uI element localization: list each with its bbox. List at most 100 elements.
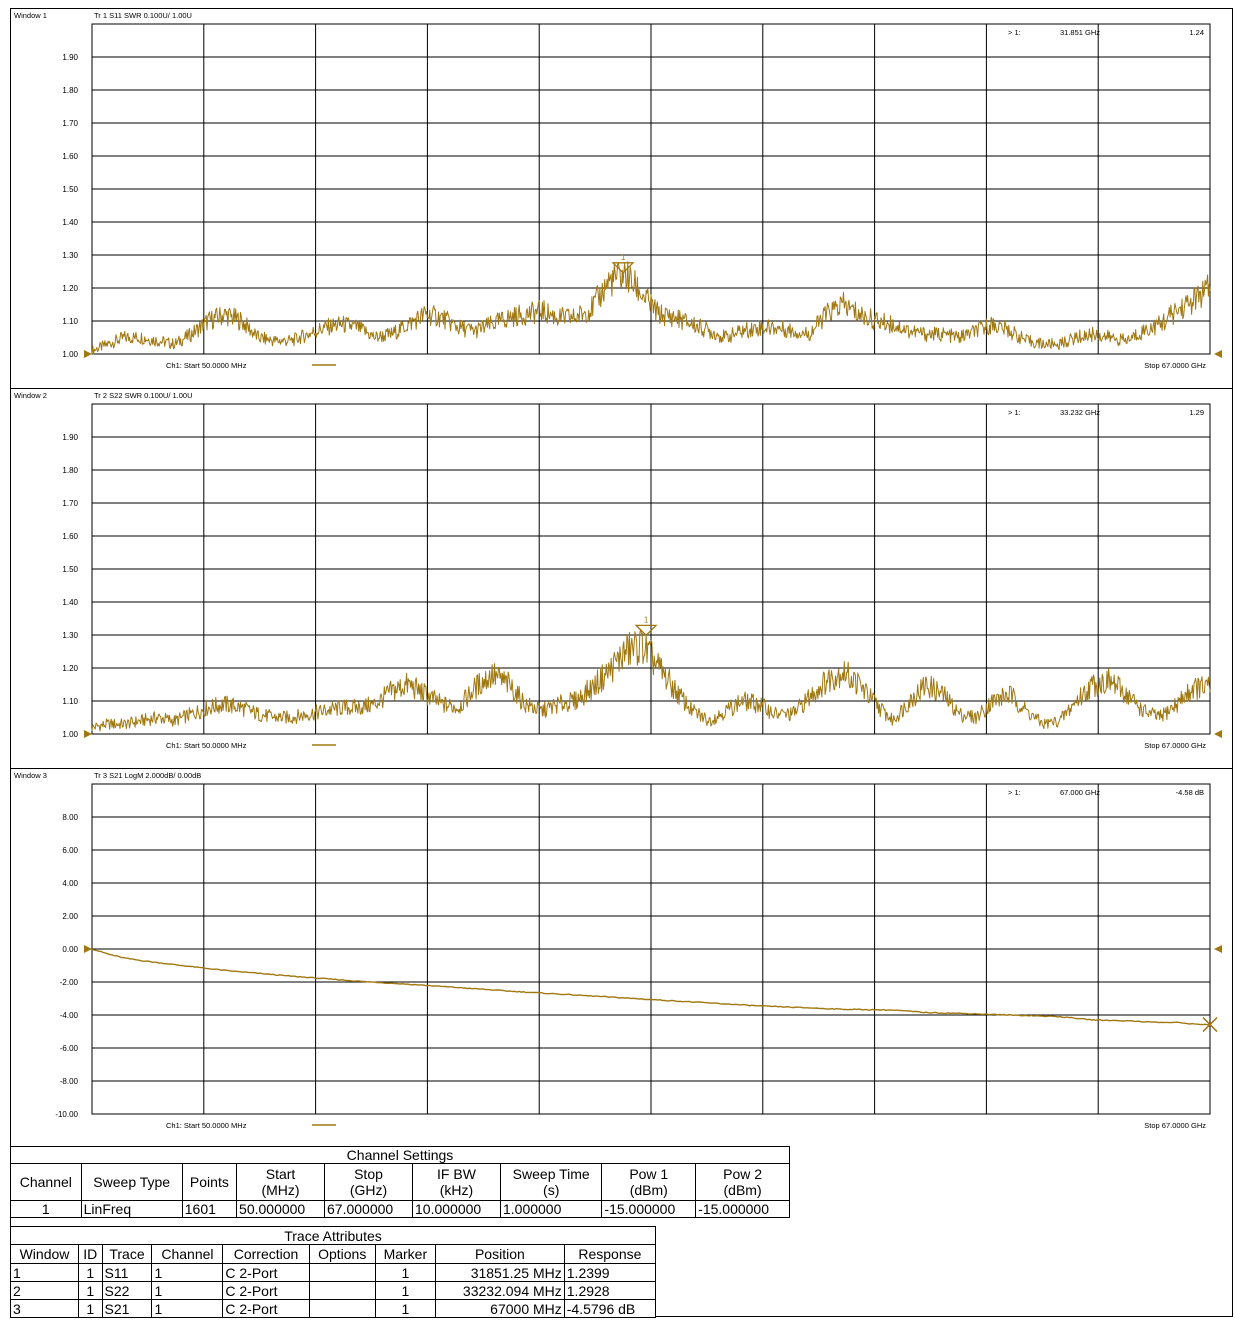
channel-settings-cell: 10.000000 [412, 1200, 501, 1218]
channel-settings-header: Start (MHz) [236, 1163, 326, 1201]
marker-readout-value: -4.58 dB [1176, 788, 1204, 797]
trace-attributes-cell: 1 [10, 1263, 79, 1282]
trace-attributes-cell: 1.2928 [563, 1281, 657, 1300]
channel-settings-header: Sweep Type [80, 1163, 183, 1201]
marker-number: 1 [644, 615, 649, 624]
window-label: Window 1 [14, 11, 47, 20]
stop-frequency-label: Stop 67.0000 GHz [1144, 741, 1206, 750]
reference-arrow-left [84, 945, 92, 953]
trace-attributes-header: Position [434, 1244, 565, 1264]
trace-attributes-header: Window [10, 1244, 79, 1264]
y-tick-label: 1.20 [62, 284, 78, 293]
y-tick-label: 1.80 [62, 466, 78, 475]
y-tick-label: 1.50 [62, 185, 78, 194]
y-tick-label: 1.60 [62, 532, 78, 541]
y-tick-label: 4.00 [62, 879, 78, 888]
plot-grid [91, 783, 1211, 1115]
channel-settings-header: Sweep Time (s) [499, 1163, 603, 1201]
trace-attributes-cell: S21 [101, 1299, 153, 1318]
reference-arrow-right [1214, 945, 1222, 953]
window-label: Window 2 [14, 391, 47, 400]
y-tick-label: 0.00 [62, 945, 78, 954]
y-tick-label: 1.30 [62, 631, 78, 640]
trace-attributes-header: ID [77, 1244, 103, 1264]
trace-attributes-cell: S22 [101, 1281, 153, 1300]
channel-settings-cell: 1 [10, 1200, 82, 1218]
channel-settings-header: IF BW (kHz) [412, 1163, 501, 1201]
chart-window-3: -10.00 -8.00 -6.00 -4.00 -2.00 0.00 2.00 4.00 6.… [10, 768, 1232, 1130]
marker-readout-symbol: > 1: [1008, 788, 1021, 797]
y-tick-label: 1.00 [62, 730, 78, 739]
channel-settings-cell: -15.000000 [695, 1200, 790, 1218]
trace-attributes-row: 1 1 S11 1 C 2-Port 1 31851.25 MHz 1.2399 [10, 1263, 657, 1282]
stop-frequency-label: Stop 67.0000 GHz [1144, 361, 1206, 370]
trace-attributes-header: Correction [222, 1244, 310, 1264]
trace-attributes-cell [308, 1263, 376, 1282]
start-frequency-label: Ch1: Start 50.0000 MHz [166, 741, 247, 750]
y-tick-label: 1.70 [62, 499, 78, 508]
trace-label: Tr 3 S21 LogM 2.000dB/ 0.00dB [94, 771, 201, 780]
marker-readout-value: 1.24 [1189, 28, 1204, 37]
marker-readout-symbol: > 1: [1008, 28, 1021, 37]
trace-attributes-cell [308, 1299, 376, 1318]
channel-settings-header-row: Channel Sweep Type Points Start (MHz) Stop (GH… [10, 1163, 790, 1201]
marker-cross [1202, 1017, 1218, 1033]
y-tick-label: 1.20 [62, 664, 78, 673]
chart-window-1: 1.00 1.10 1.20 1.30 1.40 1.50 1.60 1.70 1.80 1.90… [14, 11, 1222, 370]
marker-readout-frequency: 31.851 GHz [1060, 28, 1100, 37]
trace-attributes-cell: 67000 MHz [434, 1299, 565, 1318]
channel-settings-table: Channel Settings Channel Sweep Type Points… [10, 1146, 790, 1218]
trace-attributes-cell [308, 1281, 376, 1300]
marker-triangle [611, 262, 635, 274]
y-tick-label: 8.00 [62, 813, 78, 822]
reference-arrow-right [1214, 730, 1222, 738]
trace-attributes-cell: 1 [374, 1299, 436, 1318]
window-label: Window 3 [14, 771, 47, 780]
trace-line [91, 628, 1211, 732]
y-tick-label: 1.60 [62, 152, 78, 161]
trace-line [91, 948, 1211, 1026]
marker-triangle [634, 624, 658, 637]
channel-settings-cell: 67.000000 [324, 1200, 413, 1218]
y-tick-label: 1.30 [62, 251, 78, 260]
channel-settings-cell: 1.000000 [499, 1200, 603, 1218]
channel-settings-header: Points [181, 1163, 238, 1201]
trace-attributes-row: 3 1 S21 1 C 2-Port 1 67000 MHz -4.5796 dB [10, 1299, 657, 1318]
trace-attributes-cell: 1 [374, 1281, 436, 1300]
trace-attributes-cell: 1 [374, 1263, 436, 1282]
trace-attributes-header-row: Window ID Trace Channel Correction Options Mar… [10, 1244, 657, 1264]
channel-settings-cell: 50.000000 [236, 1200, 326, 1218]
channel-settings-header: Pow 1 (dBm) [601, 1163, 697, 1201]
start-frequency-label: Ch1: Start 50.0000 MHz [166, 1121, 247, 1130]
marker-number: 1 [621, 253, 626, 262]
y-tick-label: 1.90 [62, 433, 78, 442]
channel-settings-header: Stop (GHz) [324, 1163, 413, 1201]
y-tick-label: 6.00 [62, 846, 78, 855]
trace-attributes-row: 2 1 S22 1 C 2-Port 1 33232.094 MHz 1.2928 [10, 1281, 657, 1300]
trace-attributes-cell: 33232.094 MHz [434, 1281, 565, 1300]
trace-attributes-cell: 2 [10, 1281, 79, 1300]
marker-readout-frequency: 33.232 GHz [1060, 408, 1100, 417]
y-tick-label: -2.00 [60, 978, 79, 987]
plot-grid [91, 403, 1211, 735]
reference-arrow-left [84, 730, 92, 738]
trace-attributes-cell: 1 [151, 1263, 224, 1282]
plot-grid [91, 23, 1211, 355]
marker-readout-symbol: > 1: [1008, 408, 1021, 417]
trace-attributes-cell: 1.2399 [563, 1263, 657, 1282]
trace-attributes-cell: 31851.25 MHz [434, 1263, 565, 1282]
y-tick-label: 1.90 [62, 53, 78, 62]
trace-attributes-cell: 1 [77, 1281, 103, 1300]
trace-attributes-header: Trace [101, 1244, 153, 1264]
y-tick-label: 1.50 [62, 565, 78, 574]
y-tick-label: -4.00 [60, 1011, 79, 1020]
trace-attributes-cell: 1 [77, 1299, 103, 1318]
channel-settings-header: Channel [10, 1163, 82, 1201]
trace-attributes-cell: C 2-Port [222, 1263, 310, 1282]
y-tick-label: 1.40 [62, 598, 78, 607]
trace-attributes-table: Trace Attributes Window ID Trace Channel Cor… [10, 1226, 657, 1318]
trace-attributes-caption: Trace Attributes [10, 1226, 656, 1245]
marker-readout-frequency: 67.000 GHz [1060, 788, 1100, 797]
trace-attributes-cell: 1 [151, 1299, 224, 1318]
stop-frequency-label: Stop 67.0000 GHz [1144, 1121, 1206, 1130]
